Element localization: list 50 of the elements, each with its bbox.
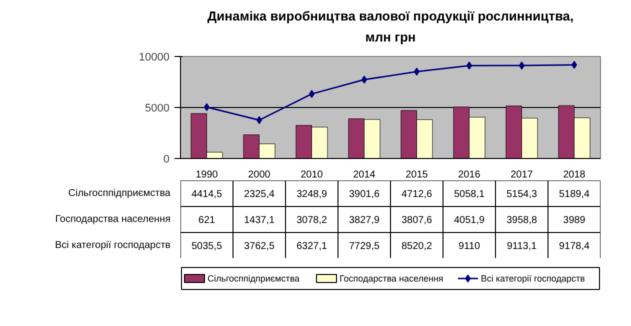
data-label: 5189,4 [558, 189, 590, 200]
data-label: 3958,8 [506, 215, 538, 226]
data-label: 6327,1 [296, 241, 328, 252]
point [414, 68, 420, 76]
data-label: 3827,9 [348, 215, 380, 226]
data-label: 5154,3 [506, 189, 538, 200]
data-label: 4712,6 [401, 189, 432, 200]
data-label: 2325,4 [244, 189, 275, 200]
x-tick-label: 2015 [406, 170, 428, 180]
x-tick-label: 2014 [353, 170, 376, 180]
y-tick-label: 0 [163, 154, 170, 166]
point [518, 62, 525, 70]
data-label: 3989 [563, 215, 586, 226]
data-label: 4414,5 [191, 189, 222, 200]
data-label: 621 [198, 215, 216, 226]
data-label: 9110 [458, 241, 480, 252]
legend-label: Всі категорії господарств [480, 274, 586, 284]
point [361, 76, 368, 84]
data-label: 5058,1 [454, 189, 485, 200]
x-tick-label: 2010 [300, 170, 324, 180]
point [571, 60, 578, 69]
x-tick-label: 1990 [196, 170, 218, 180]
data-label: 3807,6 [401, 215, 432, 226]
data-label: 3762,5 [244, 241, 275, 252]
point [308, 90, 315, 98]
text: Господарства населення [55, 214, 170, 225]
point [256, 116, 262, 124]
x-tick-label: 2000 [248, 170, 271, 180]
data-label: 7729,5 [348, 241, 380, 252]
x-tick-label: 2016 [458, 170, 481, 180]
data-label: 3901,6 [348, 189, 380, 200]
text: Сільгосппідприємства [68, 188, 171, 199]
data-label: 9113,1 [506, 241, 538, 252]
y-tick-label: 5000 [145, 102, 170, 114]
y-tick-label: 10000 [138, 52, 170, 64]
x-tick-label: 2017 [510, 170, 534, 180]
data-label: 9178,4 [558, 241, 590, 252]
data-label: 1437,1 [244, 215, 275, 226]
chart-title: Динаміка виробництва валової продукції рослинництва, млн грн [207, 8, 574, 44]
point [466, 62, 472, 70]
data-label: 8520,2 [401, 241, 432, 252]
text: Всі категорії господарств [54, 240, 170, 251]
data-label: 5035,5 [191, 241, 222, 252]
data-label: 4051,9 [454, 215, 485, 226]
point [204, 103, 210, 112]
data-label: 3078,2 [296, 215, 328, 226]
data-label: 3248,9 [296, 189, 328, 200]
legend-label: Господарства населення [340, 274, 444, 284]
x-tick-label: 2018 [563, 170, 586, 180]
legend-label: Сільгосппідприємства [208, 274, 300, 284]
